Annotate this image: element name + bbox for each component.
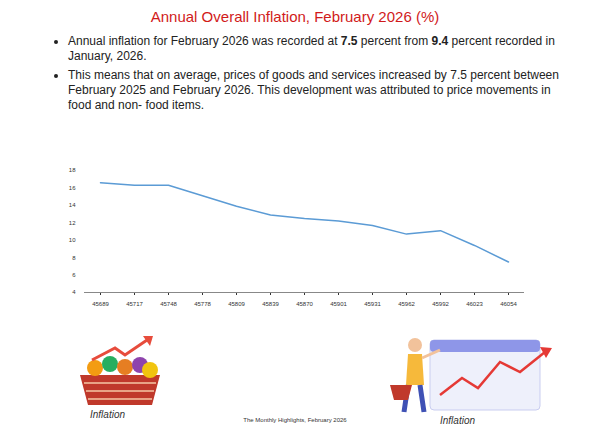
svg-text:45901: 45901 xyxy=(330,301,347,307)
svg-text:16: 16 xyxy=(69,185,76,191)
svg-text:Inflation: Inflation xyxy=(440,415,475,426)
svg-text:12: 12 xyxy=(69,220,76,226)
svg-text:45870: 45870 xyxy=(296,301,313,307)
svg-text:45748: 45748 xyxy=(160,301,177,307)
html-text:Annual Overall Inflation, Febr: Annual Overall Inflation, February 2026 … xyxy=(150,8,440,25)
svg-text:6: 6 xyxy=(72,272,76,278)
svg-text:45809: 45809 xyxy=(228,301,245,307)
svg-text:Inflation: Inflation xyxy=(90,409,125,420)
svg-text:10: 10 xyxy=(69,237,76,243)
svg-text:45778: 45778 xyxy=(194,301,211,307)
html-text:Annual inflation for February: Annual inflation for February 2026 was r… xyxy=(68,34,555,63)
svg-text:46054: 46054 xyxy=(500,301,517,307)
svg-text:14: 14 xyxy=(69,202,76,208)
svg-text:45931: 45931 xyxy=(364,301,381,307)
svg-text:8: 8 xyxy=(72,255,76,261)
html-text:This means that on average, pr: This means that on average, prices of go… xyxy=(68,68,559,112)
svg-text:4: 4 xyxy=(72,289,76,295)
svg-text:18: 18 xyxy=(69,167,76,173)
svg-text:45962: 45962 xyxy=(398,301,415,307)
svg-text:46023: 46023 xyxy=(466,301,483,307)
svg-text:45717: 45717 xyxy=(126,301,143,307)
svg-text:45992: 45992 xyxy=(432,301,449,307)
svg-text:45689: 45689 xyxy=(92,301,109,307)
html-text:The Monthly Highlights, Februa: The Monthly Highlights, February 2026 xyxy=(243,417,347,423)
svg-text:45839: 45839 xyxy=(262,301,279,307)
